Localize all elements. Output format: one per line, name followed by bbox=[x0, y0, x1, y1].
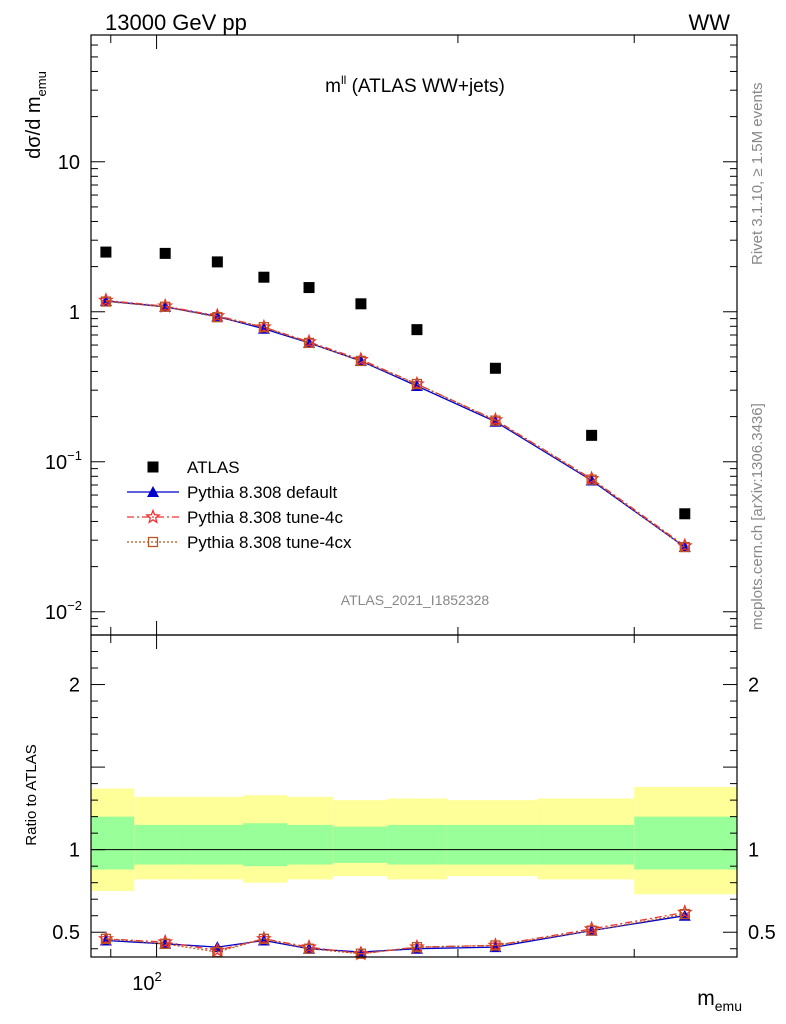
main-point-s3-1 bbox=[160, 301, 171, 312]
ratio-series-layer bbox=[97, 904, 693, 961]
main-point-s3-8 bbox=[586, 474, 597, 485]
main-ytick-label-1: 1 bbox=[69, 302, 80, 324]
ratio-point-s2-0 bbox=[100, 933, 112, 944]
ratio-ytick-label-left-1: 1 bbox=[69, 840, 80, 862]
band-inner-4 bbox=[287, 824, 333, 865]
main-point-s3-9 bbox=[679, 541, 690, 553]
ratio-ylabel: Ratio to ATLAS bbox=[23, 744, 40, 845]
main-point-s0-8 bbox=[586, 429, 598, 441]
band-inner-6 bbox=[387, 824, 447, 865]
main-point-s0-5 bbox=[355, 298, 367, 310]
main-ytick-label-3: 10−2 bbox=[45, 598, 82, 624]
main-line-2 bbox=[105, 299, 686, 547]
main-ytick-label-2: 10−1 bbox=[45, 448, 82, 474]
ratio-ytick-label-right-2: 2 bbox=[748, 675, 759, 697]
legend: ATLAS Pythia 8.308 default Pythia 8.308 tu… bbox=[127, 458, 352, 552]
ratio-ytick-label-right-1: 1 bbox=[748, 840, 759, 862]
ratio-point-s2-4 bbox=[303, 943, 315, 954]
main-point-s3-3 bbox=[258, 321, 270, 333]
ratio-ytick-label-left-2: 2 bbox=[69, 675, 80, 697]
legend-label-2: Pythia 8.308 tune-4c bbox=[187, 508, 343, 527]
band-inner-8 bbox=[537, 824, 635, 865]
band-inner-7 bbox=[446, 824, 538, 865]
legend-marker-2 bbox=[145, 508, 161, 524]
ratio-uncertainty-bands bbox=[91, 786, 737, 895]
legend-marker-3 bbox=[147, 536, 159, 548]
band-inner-9 bbox=[634, 816, 737, 870]
main-point-s0-0 bbox=[100, 246, 112, 258]
main-point-s0-1 bbox=[159, 247, 171, 259]
main-point-s0-7 bbox=[489, 362, 501, 374]
main-ylabel: dσ/d memu bbox=[23, 71, 49, 159]
legend-label-0: ATLAS bbox=[187, 458, 240, 477]
ratio-point-s2-1 bbox=[160, 938, 171, 949]
main-point-s0-4 bbox=[303, 282, 315, 294]
ratio-point-s2-6 bbox=[411, 941, 423, 953]
ratio-ytick-label-right-0: 0.5 bbox=[748, 922, 776, 944]
ratio-point-s2-3 bbox=[258, 933, 270, 944]
band-inner-1 bbox=[134, 824, 191, 865]
main-point-s3-7 bbox=[490, 415, 501, 426]
ratio-line-2 bbox=[105, 913, 685, 955]
main-point-s0-6 bbox=[411, 324, 423, 336]
x-tick-label-100: 102 bbox=[132, 969, 161, 995]
legend-label-1: Pythia 8.308 default bbox=[187, 483, 338, 502]
ratio-point-s2-5 bbox=[355, 948, 367, 959]
axis-ticks bbox=[91, 34, 737, 957]
main-series-layer bbox=[97, 246, 693, 553]
main-point-s0-3 bbox=[258, 271, 270, 283]
main-point-s3-2 bbox=[212, 312, 223, 323]
axis-tick-labels: 10 1 10−1 10−2 0.5 0.5 1 1 2 2 bbox=[45, 152, 776, 944]
band-inner-3 bbox=[243, 823, 288, 867]
main-ytick-label-0: 10 bbox=[58, 152, 80, 174]
ratio-point-s2-9 bbox=[679, 908, 690, 920]
ratio-point-s2-8 bbox=[586, 925, 597, 936]
band-inner-5 bbox=[332, 826, 388, 863]
ratio-line-1 bbox=[105, 911, 685, 955]
main-point-s3-0 bbox=[100, 296, 112, 307]
main-point-s3-5 bbox=[355, 355, 367, 367]
main-point-s0-2 bbox=[211, 256, 223, 268]
ratio-point-s2-7 bbox=[490, 940, 501, 951]
ratio-line-0 bbox=[105, 915, 685, 953]
main-point-s3-4 bbox=[303, 337, 315, 349]
legend-marker-1 bbox=[147, 486, 159, 497]
side-text-mcplots: mcplots.cern.ch [arXiv:1306.3436] bbox=[749, 403, 766, 630]
main-title: mll (ATLAS WW+jets) bbox=[325, 73, 505, 97]
band-inner-0 bbox=[91, 816, 135, 870]
main-point-s3-6 bbox=[411, 378, 423, 390]
x-axis-label: memu bbox=[697, 987, 742, 1014]
legend-marker-0 bbox=[147, 461, 159, 473]
side-text-rivet: Rivet 3.1.10, ≥ 1.5M events bbox=[749, 83, 766, 266]
header-right: WW bbox=[688, 10, 730, 35]
header-left: 13000 GeV pp bbox=[105, 10, 247, 35]
ratio-ytick-label-left-0: 0.5 bbox=[52, 922, 80, 944]
legend-label-3: Pythia 8.308 tune-4cx bbox=[187, 533, 352, 552]
main-point-s0-9 bbox=[679, 508, 691, 520]
ratio-panel-frame bbox=[90, 634, 738, 958]
analysis-watermark: ATLAS_2021_I1852328 bbox=[341, 592, 490, 608]
band-inner-2 bbox=[190, 824, 244, 865]
